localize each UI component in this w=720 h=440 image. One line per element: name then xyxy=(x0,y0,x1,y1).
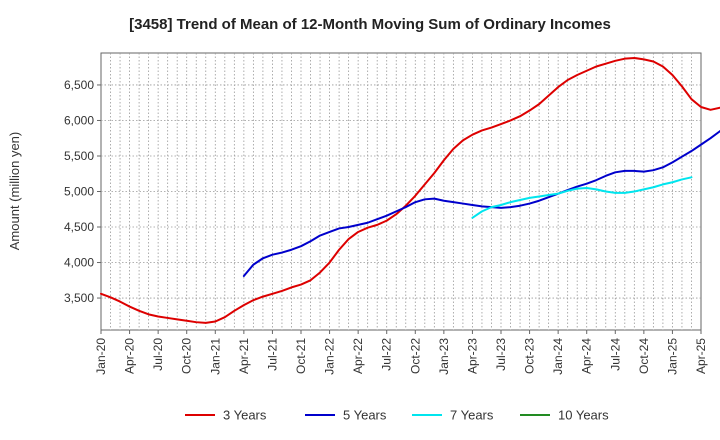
x-axis-ticks: Jan-20 Apr-20 Jul-20 Oct-20 Jan-21 Apr-21 Jul-… xyxy=(94,330,708,375)
x-tick-label: Apr-24 xyxy=(580,338,594,374)
x-tick-label: Jul-22 xyxy=(380,338,394,371)
y-axis-label: Amount (million yen) xyxy=(7,132,22,251)
x-tick-label: Oct-22 xyxy=(408,338,422,374)
series-layer xyxy=(100,56,720,324)
y-tick-label: 3,500 xyxy=(64,291,94,305)
y-tick-label: 6,000 xyxy=(64,113,94,127)
x-tick-label: Oct-23 xyxy=(523,338,537,374)
grid-lines xyxy=(101,53,701,330)
x-tick-label: Apr-23 xyxy=(465,338,479,374)
legend-label: 3 Years xyxy=(223,408,267,423)
legend-label: 10 Years xyxy=(558,408,609,423)
x-tick-label: Jan-24 xyxy=(551,338,565,375)
chart-title: [3458] Trend of Mean of 12-Month Moving … xyxy=(129,16,611,33)
legend: 3 Years 5 Years 7 Years 10 Years xyxy=(185,408,609,423)
x-tick-label: Jan-23 xyxy=(437,338,451,375)
x-tick-label: Jan-25 xyxy=(665,338,679,375)
x-tick-label: Jul-24 xyxy=(608,338,622,371)
y-tick-label: 4,500 xyxy=(64,220,94,234)
x-tick-label: Oct-24 xyxy=(637,338,651,374)
x-tick-label: Jul-23 xyxy=(494,338,508,371)
y-tick-label: 5,500 xyxy=(64,149,94,163)
x-tick-label: Jan-21 xyxy=(208,338,222,375)
x-tick-label: Apr-25 xyxy=(694,338,708,374)
x-tick-label: Apr-20 xyxy=(123,338,137,374)
series-line xyxy=(242,129,720,278)
series-line xyxy=(100,56,720,324)
plot-area xyxy=(100,52,702,331)
x-tick-label: Jul-21 xyxy=(265,338,279,371)
x-tick-label: Jan-20 xyxy=(94,338,108,375)
y-axis-ticks: 3,500 4,000 4,500 5,000 5,500 6,000 6,500 xyxy=(64,78,101,305)
series-line xyxy=(471,176,693,219)
legend-label: 7 Years xyxy=(450,408,494,423)
x-tick-label: Oct-21 xyxy=(294,338,308,374)
x-tick-label: Apr-22 xyxy=(351,338,365,374)
x-tick-label: Jan-22 xyxy=(323,338,337,375)
x-tick-label: Oct-20 xyxy=(180,338,194,374)
y-tick-label: 4,000 xyxy=(64,256,94,270)
legend-label: 5 Years xyxy=(343,408,387,423)
x-tick-label: Apr-21 xyxy=(237,338,251,374)
x-tick-label: Jul-20 xyxy=(151,338,165,371)
y-tick-label: 6,500 xyxy=(64,78,94,92)
y-tick-label: 5,000 xyxy=(64,185,94,199)
